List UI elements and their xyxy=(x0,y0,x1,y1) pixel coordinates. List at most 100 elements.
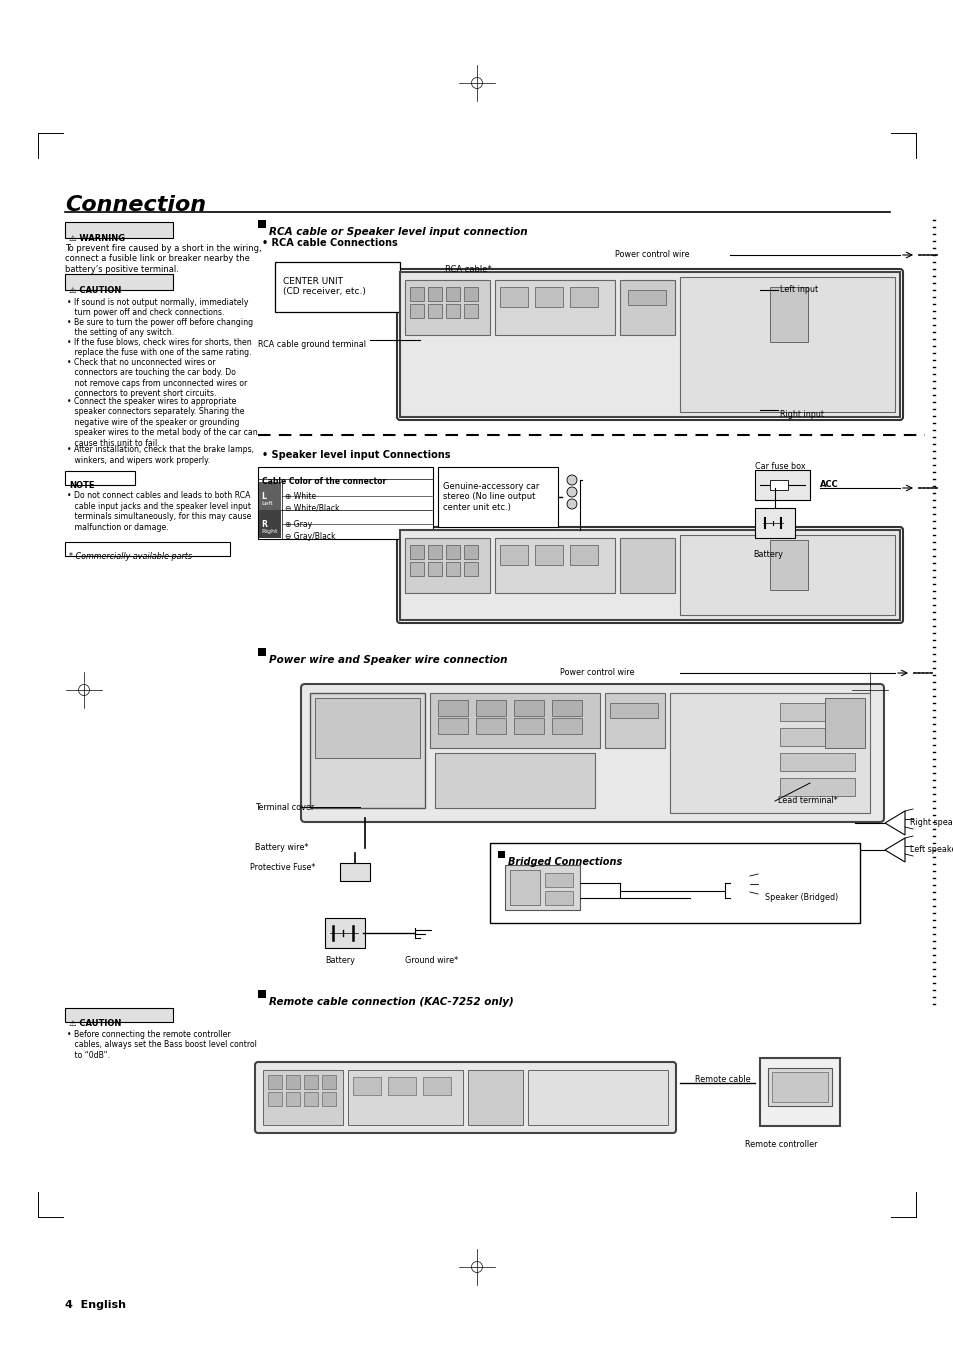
Circle shape xyxy=(695,713,704,724)
Circle shape xyxy=(724,292,734,302)
Circle shape xyxy=(574,1107,581,1114)
Circle shape xyxy=(690,586,699,594)
Text: Remote controller: Remote controller xyxy=(744,1139,817,1149)
Bar xyxy=(399,531,899,620)
Text: Battery: Battery xyxy=(325,956,355,965)
Bar xyxy=(497,850,504,859)
Circle shape xyxy=(690,551,699,559)
Circle shape xyxy=(552,764,576,788)
Circle shape xyxy=(686,705,712,730)
Bar xyxy=(463,304,477,319)
Bar xyxy=(410,304,423,319)
Text: Remote cable: Remote cable xyxy=(695,1075,750,1084)
Text: Car fuse box: Car fuse box xyxy=(754,462,804,471)
Bar xyxy=(780,753,854,771)
Circle shape xyxy=(737,755,762,782)
Bar xyxy=(257,990,266,998)
Circle shape xyxy=(809,732,820,742)
Bar xyxy=(322,1092,335,1106)
Bar xyxy=(410,288,423,301)
Bar xyxy=(679,277,894,412)
Text: Ground wire*: Ground wire* xyxy=(405,956,457,965)
Bar xyxy=(428,562,441,576)
Text: CENTER UNIT
(CD receiver, etc.): CENTER UNIT (CD receiver, etc.) xyxy=(283,277,366,297)
Circle shape xyxy=(555,892,564,903)
Bar xyxy=(771,1072,827,1102)
Text: Power wire and Speaker wire connection: Power wire and Speaker wire connection xyxy=(269,655,507,666)
Text: ⚠ CAUTION: ⚠ CAUTION xyxy=(69,286,121,296)
Bar xyxy=(428,288,441,301)
Bar xyxy=(314,698,419,757)
Bar xyxy=(468,1071,522,1125)
Bar xyxy=(499,545,527,566)
Circle shape xyxy=(695,763,704,774)
Bar xyxy=(405,279,490,335)
Circle shape xyxy=(384,743,395,755)
Circle shape xyxy=(794,1111,804,1120)
Circle shape xyxy=(786,707,796,717)
Bar xyxy=(780,703,854,721)
Circle shape xyxy=(514,764,537,788)
Text: To prevent fire caused by a short in the wiring,
connect a fusible link or break: To prevent fire caused by a short in the… xyxy=(65,244,261,274)
Circle shape xyxy=(559,772,567,780)
Circle shape xyxy=(437,764,461,788)
Circle shape xyxy=(686,755,712,782)
Bar xyxy=(544,873,573,887)
Bar xyxy=(286,1092,299,1106)
Bar xyxy=(410,562,423,576)
Text: RCA cable ground terminal: RCA cable ground terminal xyxy=(257,340,366,350)
Bar xyxy=(410,545,423,559)
Text: ⚠ WARNING: ⚠ WARNING xyxy=(69,234,125,243)
Text: R: R xyxy=(261,520,267,529)
Bar xyxy=(422,1077,451,1095)
Text: 4  English: 4 English xyxy=(65,1300,126,1310)
Bar xyxy=(824,698,864,748)
Bar xyxy=(405,539,490,593)
Polygon shape xyxy=(884,811,904,836)
Bar xyxy=(679,535,894,616)
Circle shape xyxy=(387,710,392,716)
Bar xyxy=(325,918,365,948)
Circle shape xyxy=(720,545,740,566)
Circle shape xyxy=(786,757,796,767)
Text: ACC: ACC xyxy=(820,481,838,489)
Bar xyxy=(65,1008,172,1022)
Text: ⚠ CAUTION: ⚠ CAUTION xyxy=(69,1019,121,1027)
Circle shape xyxy=(786,732,796,742)
Text: Battery wire*: Battery wire* xyxy=(254,842,308,852)
Bar xyxy=(627,290,665,305)
Text: • If sound is not output normally, immediately
   turn power off and check conne: • If sound is not output normally, immed… xyxy=(67,298,248,317)
Bar xyxy=(437,467,558,526)
Text: • Before connecting the remote controller
   cables, always set the Bass boost l: • Before connecting the remote controlle… xyxy=(67,1030,256,1060)
Bar xyxy=(257,467,433,539)
Bar xyxy=(263,1071,343,1125)
Circle shape xyxy=(814,1111,824,1120)
Bar xyxy=(495,279,615,335)
Bar xyxy=(286,1075,299,1089)
Text: Connection: Connection xyxy=(65,194,206,215)
Text: RCA cable*: RCA cable* xyxy=(444,265,491,274)
Text: Left speaker: Left speaker xyxy=(909,845,953,855)
Bar xyxy=(446,545,459,559)
Circle shape xyxy=(539,1107,546,1114)
Text: • RCA cable Connections: • RCA cable Connections xyxy=(262,238,397,248)
Circle shape xyxy=(566,500,577,509)
Bar xyxy=(437,701,468,716)
Text: RCA cable or Speaker level input connection: RCA cable or Speaker level input connect… xyxy=(269,227,527,238)
Circle shape xyxy=(725,586,733,594)
Text: Right input: Right input xyxy=(780,410,823,418)
Bar xyxy=(527,1071,667,1125)
Circle shape xyxy=(446,772,454,780)
Circle shape xyxy=(684,545,704,566)
Text: Remote cable connection (KAC-7252 only): Remote cable connection (KAC-7252 only) xyxy=(269,998,514,1007)
Circle shape xyxy=(534,1102,552,1119)
Text: Terminal cover: Terminal cover xyxy=(254,803,314,811)
Bar xyxy=(769,540,807,590)
Text: ⊖ Gray/Black: ⊖ Gray/Black xyxy=(285,532,335,541)
Bar xyxy=(619,279,675,335)
Circle shape xyxy=(483,772,492,780)
Circle shape xyxy=(568,1076,586,1094)
Text: Genuine-accessory car
stereo (No line output
center unit etc.): Genuine-accessory car stereo (No line ou… xyxy=(442,482,538,512)
Bar xyxy=(510,869,539,904)
Bar xyxy=(65,221,172,238)
